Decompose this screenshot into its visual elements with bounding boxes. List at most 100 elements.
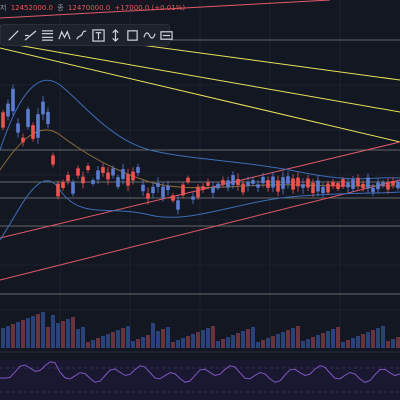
measure-icon[interactable] [109,28,122,42]
volume-bar [241,331,245,348]
open-value: 12452000.0 [10,4,53,12]
trend-line [0,141,400,239]
candle-body [266,180,270,188]
volume-bar [191,334,195,348]
candle-body [71,182,75,194]
volume-bar [61,321,65,348]
volume-bar [51,315,55,348]
volume-bar [391,339,395,348]
volume-bar [211,326,215,348]
volume-bar [371,330,375,348]
volume-bar [286,330,290,348]
candle-body [356,177,360,187]
volume-bar [6,326,10,348]
volume-bar [186,336,190,348]
candle-body [201,186,205,190]
pattern-icon[interactable] [58,28,71,42]
volume-bar [181,338,185,348]
candle-body [11,88,15,112]
trend-line [0,47,400,143]
rsi-pane [0,360,400,400]
volume-bar [121,328,125,348]
candle-body [161,186,165,198]
rectangle-icon[interactable] [126,28,139,42]
text-icon[interactable] [92,28,105,42]
candle-body [216,183,220,189]
volume-bar [91,340,95,348]
volume-bar [101,336,105,348]
volume-bar [56,323,60,348]
candle-body [276,180,280,192]
candle-body [196,186,200,198]
candle-body [21,137,25,143]
candle-body [221,180,225,184]
candle-body [126,174,130,186]
volume-bar [136,339,140,348]
candle-body [361,183,365,189]
volume-bar [381,326,385,348]
volume-bar [1,328,5,348]
volume-bar [111,332,115,348]
volume-bar [26,318,30,348]
volume-bar [106,334,110,348]
brush-icon[interactable] [75,28,88,42]
candle-body [156,183,160,187]
candle-body [381,182,385,186]
volume-bar [196,332,200,348]
volume-bar [311,337,315,348]
candle-body [96,170,100,180]
candle-body [261,176,265,184]
trend-line [0,0,331,19]
drawing-toolbar [0,24,173,46]
candle-body [91,180,95,184]
close-label: 종 [57,4,64,12]
volume-bar [11,324,15,348]
candle-body [386,182,390,190]
candle-body [6,103,10,117]
trend-line-icon[interactable] [7,28,20,42]
change-value: +17000.0 (+0.01%) [114,4,186,12]
volume-bar [116,330,120,348]
candle-body [116,177,120,187]
volume-bar [96,338,100,348]
fib-retracement-icon[interactable] [41,28,54,42]
volume-bar [86,342,90,348]
horizontal-ray-icon[interactable] [24,28,37,42]
volume-bar [306,339,310,348]
volume-bar [71,317,75,348]
volume-bar [361,334,365,348]
candle-body [291,178,295,190]
volume-bar [376,328,380,348]
candle-body [331,181,335,187]
candle-body [366,177,370,189]
candle-body [166,185,170,191]
candle-body [141,184,145,192]
more-icon[interactable] [160,28,173,42]
candle-body [171,195,175,201]
volume-bar [351,338,355,348]
candle-body [301,184,305,188]
candle-body [306,178,310,188]
volume-bar [321,333,325,348]
volume-bar [66,319,70,348]
volume-bar [316,335,320,348]
candle-body [131,171,135,181]
volume-bar [166,327,170,348]
prediction-icon[interactable] [143,28,156,42]
candle-body [246,182,250,186]
candle-body [81,176,85,184]
volume-bar [346,340,350,348]
candle-body [36,114,40,138]
candle-body [1,112,5,128]
candle-body [211,187,215,193]
candle-body [321,186,325,194]
volume-bar [156,331,160,348]
candle-body [56,183,60,197]
candle-body [336,183,340,189]
candle-body [206,182,210,186]
volume-bar [256,342,260,348]
volume-bar [81,327,85,348]
candle-body [66,174,70,182]
